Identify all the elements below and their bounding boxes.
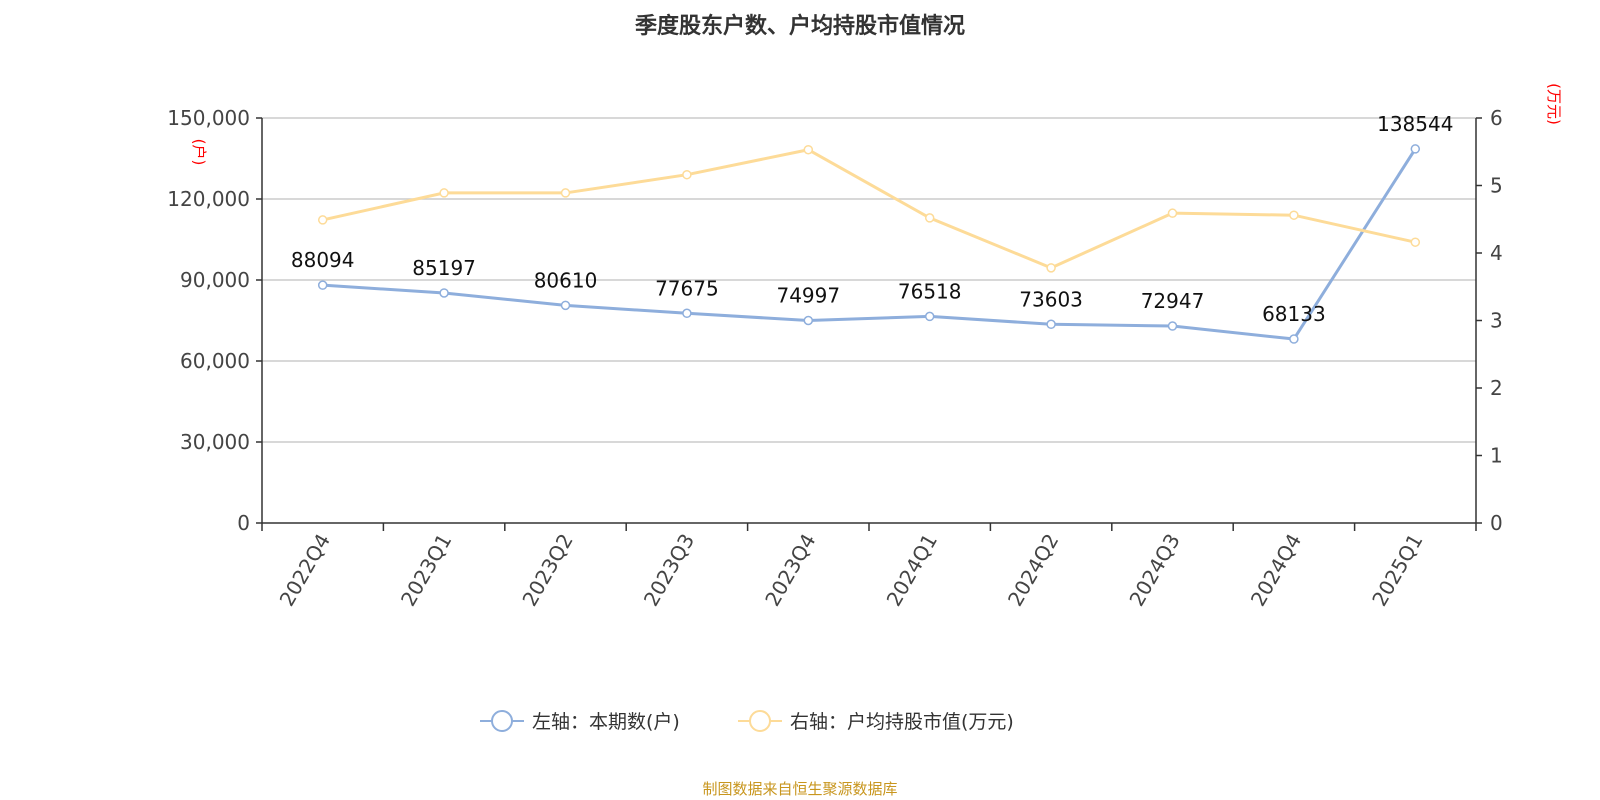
x-axis-tick-label: 2023Q1 (396, 530, 456, 611)
data-point (439, 188, 449, 198)
data-label: 73603 (1019, 287, 1083, 311)
legend-marker-icon (491, 710, 513, 732)
data-point (1167, 321, 1178, 331)
chart-title: 季度股东户数、户均持股市值情况 (634, 14, 965, 39)
x-axis-tick-label: 2023Q2 (517, 530, 577, 611)
data-point (1046, 263, 1056, 273)
left-axis-tick-label: 0 (237, 511, 250, 535)
x-axis-tick-label: 2023Q4 (760, 530, 820, 611)
left-axis-tick-label: 30,000 (180, 430, 250, 454)
data-label: 72947 (1141, 289, 1205, 313)
legend-label: 右轴：户均持股市值(万元) (790, 711, 1014, 733)
data-label: 138544 (1377, 112, 1453, 136)
data-point (803, 315, 814, 326)
data-point (924, 311, 935, 322)
x-axis-tick-label: 2025Q1 (1367, 530, 1427, 611)
data-point (317, 280, 328, 290)
data-label: 85197 (412, 256, 476, 280)
left-axis-tick-label: 90,000 (180, 268, 250, 292)
data-point (803, 144, 814, 155)
data-point (924, 213, 935, 223)
data-point (317, 215, 328, 225)
x-axis-tick-label: 2024Q2 (1003, 530, 1063, 611)
data-point (1289, 210, 1299, 220)
data-point (682, 308, 692, 319)
right-axis-tick-label: 0 (1490, 511, 1503, 535)
left-axis-tick-label: 150,000 (167, 106, 250, 130)
data-label: 88094 (291, 248, 355, 272)
right-axis-tick-label: 5 (1490, 174, 1503, 198)
series-line (322, 148, 1416, 270)
data-point (1410, 144, 1421, 154)
data-label: 77675 (655, 276, 719, 300)
x-axis-tick-label: 2022Q4 (275, 530, 335, 611)
data-label: 76518 (898, 279, 962, 303)
data-label: 80610 (534, 268, 598, 292)
left-axis-label: (户) (190, 139, 208, 166)
right-axis-tick-label: 1 (1490, 444, 1503, 468)
right-axis-tick-label: 6 (1490, 106, 1503, 130)
left-axis-tick-label: 60,000 (180, 349, 250, 373)
x-axis-tick-label: 2023Q3 (639, 530, 699, 611)
left-axis-tick-label: 120,000 (167, 187, 250, 211)
series-line (322, 148, 1417, 341)
data-point (682, 169, 692, 180)
data-point (1046, 319, 1056, 330)
data-point (560, 300, 571, 311)
data-label: 68133 (1262, 302, 1326, 326)
source-note: 制图数据来自恒生聚源数据库 (702, 780, 898, 798)
legend-marker-icon (749, 710, 771, 732)
legend-label: 左轴：本期数(户) (532, 711, 680, 733)
right-axis-label: (万元) (1545, 83, 1563, 125)
data-point (1289, 334, 1299, 344)
data-point (560, 188, 571, 198)
x-axis-tick-label: 2024Q3 (1124, 530, 1184, 611)
right-axis-tick-label: 2 (1490, 376, 1503, 400)
data-point (439, 288, 449, 298)
x-axis-tick-label: 2024Q1 (882, 530, 942, 611)
right-axis-tick-label: 4 (1490, 241, 1503, 265)
data-point (1167, 208, 1178, 218)
data-label: 74997 (776, 284, 840, 308)
right-axis-tick-label: 3 (1490, 309, 1503, 333)
x-axis-tick-label: 2024Q4 (1246, 530, 1306, 611)
data-point (1410, 237, 1421, 247)
